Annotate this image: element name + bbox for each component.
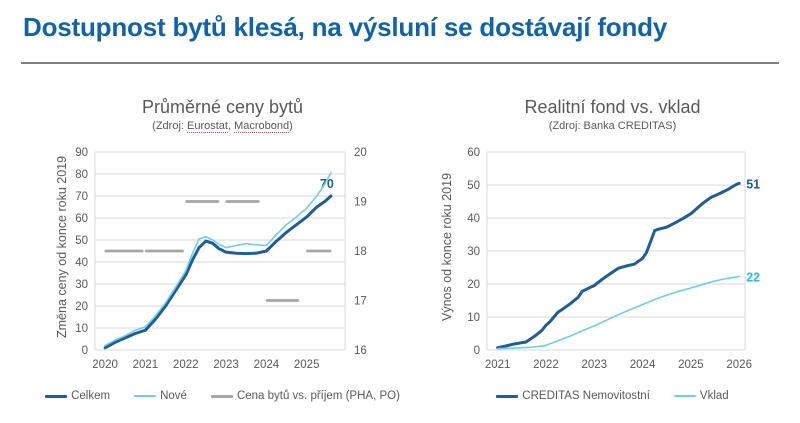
y-axis-tick-label: 50 [467, 180, 480, 192]
y2-axis-tick-label: 19 [354, 197, 367, 209]
y-axis-tick-label: 30 [467, 246, 480, 258]
x-axis-tick-label: 2024 [254, 359, 280, 371]
legend-line-swatch [210, 394, 233, 398]
legend-item: Cena bytů vs. příjem (PHA, PO) [210, 390, 400, 402]
y-axis-tick-label: 20 [75, 301, 88, 313]
legend-line-swatch [45, 394, 68, 398]
legend: Celkem Nové Cena bytů vs. příjem (PHA, PO) [45, 390, 400, 402]
avg-apartment-prices-chart: Průměrné ceny bytů (Zdroj: Eurostat, Mac… [45, 95, 400, 420]
plot-area: 0 10 20 30 40 50 60 2021 2022 2023 2024 2025 2026 51 2… [467, 147, 760, 371]
x-axis-tick-label: 2022 [173, 359, 199, 371]
legend-label: Nové [160, 390, 187, 402]
y-axis-title: Výnos od konce roku 2019 [440, 172, 454, 322]
legend-label: Cena bytů vs. příjem (PHA, PO) [236, 390, 400, 402]
y-axis-tick-label: 60 [75, 213, 88, 225]
series-line [496, 275, 740, 350]
y-axis-tick-label: 20 [467, 279, 480, 291]
source-text: , [227, 120, 235, 132]
source-text: (Zdroj: Banka CREDITAS) [548, 120, 677, 132]
y-axis-tick-label: 10 [75, 323, 88, 335]
x-axis-tick-label: 2022 [533, 359, 559, 371]
y2-axis-tick-label: 20 [354, 147, 367, 159]
legend-line-swatch [496, 394, 519, 398]
y-axis-tick-label: 40 [467, 213, 480, 225]
page-title: Dostupnost bytů klesá, na výsluní se dos… [23, 12, 668, 42]
legend-label: Vklad [699, 390, 729, 402]
y2-axis-tick-label: 16 [354, 345, 367, 357]
legend: CREDITAS Nemovitostní Vklad [435, 390, 790, 402]
y-axis-tick-label: 30 [75, 279, 88, 291]
series-end-label: 22 [746, 270, 760, 284]
fund-vs-deposit-chart: Realitní fond vs. vklad (Zdroj: Banka CR… [435, 95, 790, 420]
source-text: (Zdroj: [152, 120, 188, 132]
y-axis-tick-label: 0 [82, 345, 88, 357]
x-axis-tick-label: 2023 [213, 359, 239, 371]
x-axis-tick-label: 2020 [92, 359, 118, 371]
legend-line-swatch [134, 395, 157, 397]
series-end-label: 70 [320, 177, 334, 191]
source-name: Eurostat [187, 120, 228, 133]
y2-axis-tick-label: 17 [354, 296, 367, 308]
legend-item: CREDITAS Nemovitostní [496, 390, 650, 402]
legend-item: Celkem [45, 390, 110, 402]
series-line [496, 181, 741, 350]
x-axis-tick-label: 2021 [133, 359, 159, 371]
chart-source: (Zdroj: Eurostat, Macrobond) [50, 119, 395, 134]
y2-axis-tick-label: 18 [354, 246, 367, 258]
legend-item: Nové [134, 390, 187, 402]
title-separator [21, 62, 779, 64]
x-axis-tick-label: 2024 [630, 359, 656, 371]
legend-item: Vklad [673, 390, 729, 402]
y-axis-tick-label: 80 [75, 169, 88, 181]
y-axis-tick-label: 90 [75, 147, 88, 159]
legend-line-swatch [673, 395, 696, 397]
source-text: ) [289, 120, 293, 132]
y-axis-tick-label: 50 [75, 235, 88, 247]
series-line [103, 194, 333, 350]
y-axis-tick-label: 0 [474, 345, 480, 357]
y-axis-tick-label: 70 [75, 191, 88, 203]
legend-label: Celkem [71, 390, 111, 402]
chart-title: Průměrné ceny bytů [141, 97, 304, 117]
x-axis-tick-label: 2023 [581, 359, 607, 371]
legend-label: CREDITAS Nemovitostní [522, 390, 650, 402]
chart-title: Realitní fond vs. vklad [524, 97, 701, 117]
x-axis-tick-label: 2025 [678, 359, 704, 371]
y-axis-title: Změna ceny od konce roku 2019 [55, 155, 69, 339]
x-axis-tick-label: 2021 [485, 359, 511, 371]
chart-source: (Zdroj: Banka CREDITAS) [435, 119, 790, 134]
x-axis-tick-label: 2026 [726, 359, 752, 371]
series-end-label: 51 [746, 177, 760, 191]
y-axis-tick-label: 40 [75, 257, 88, 269]
y-axis-tick-label: 60 [467, 147, 480, 159]
source-name: Macrobond [234, 120, 290, 133]
y-axis-tick-label: 10 [467, 312, 480, 324]
x-axis-tick-label: 2025 [294, 359, 320, 371]
series-line [104, 172, 332, 347]
